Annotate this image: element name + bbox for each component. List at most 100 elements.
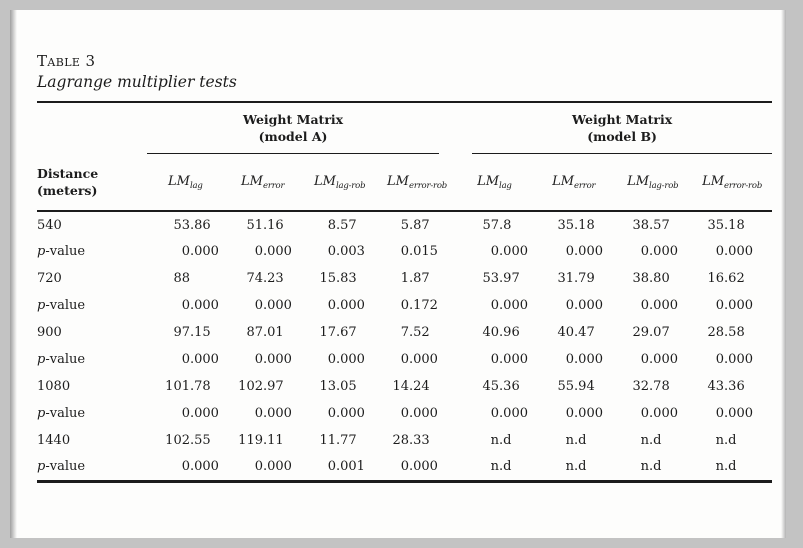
value-cell: 13.05 <box>319 379 357 394</box>
lm-tests-table: Weight Matrix (model A) Weight Matrix (m… <box>37 101 773 483</box>
column-header-lm-error-rob: LMerror-rob <box>366 153 447 212</box>
row-label: p-value <box>37 406 86 421</box>
lm-subscript: error <box>263 181 285 192</box>
group-header-line: (model B) <box>587 128 657 144</box>
corner-cell <box>37 102 147 153</box>
value-cell: 35.18 <box>707 217 745 233</box>
value-cell: 40.47 <box>557 325 595 340</box>
value-cell: 53.97 <box>482 271 520 286</box>
value-cell: 17.67 <box>319 325 357 340</box>
lm-symbol: LM <box>552 174 575 190</box>
value-cell: 38.80 <box>632 271 670 286</box>
value-cell: 28.58 <box>707 325 745 340</box>
distance-row: 1080 101.78 102.97 13.05 14.24 45.36 55.94 32.7… <box>37 373 772 400</box>
distance-row: 900 97.15 87.01 17.67 7.52 40.96 40.47 29.07 28.… <box>37 319 772 346</box>
value-cell: 8.57 <box>327 217 357 233</box>
value-cell: 101.78 <box>165 379 211 394</box>
value-cell: 0.000 <box>565 244 603 259</box>
value-cell: 119.11 <box>238 433 284 448</box>
value-cell: 0.000 <box>400 352 438 367</box>
row-label: 1440 <box>37 433 71 448</box>
scanned-page: Table 3 Lagrange multiplier tests Weight… <box>10 10 786 538</box>
lm-symbol: LM <box>168 174 190 190</box>
value-cell: n.d <box>565 433 587 448</box>
value-cell: 0.000 <box>640 298 678 313</box>
value-cell: 0.000 <box>181 298 219 313</box>
column-header-lm-lag: LMlag <box>472 153 548 212</box>
lm-symbol: LM <box>702 174 725 190</box>
lm-symbol: LM <box>627 174 650 190</box>
group-header-model-a: Weight Matrix (model A) <box>147 102 440 154</box>
lm-subscript: lag <box>190 181 203 192</box>
column-header-lm-error-rob: LMerror-rob <box>697 153 773 212</box>
pvalue-row: p-value 0.000 0.000 0.003 0.015 0.000 0.000 0.0… <box>37 238 772 265</box>
value-cell: 45.36 <box>482 379 520 394</box>
value-cell: 0.000 <box>640 352 678 367</box>
group-header-line: Weight Matrix <box>242 111 344 127</box>
column-header-lm-lag: LMlag <box>147 153 220 212</box>
lm-subscript: lag-rob <box>336 181 366 192</box>
lm-subscript: error <box>574 181 596 192</box>
value-cell: 0.000 <box>715 298 753 313</box>
value-cell: n.d <box>490 459 512 475</box>
value-cell: 57.8 <box>482 217 512 233</box>
value-cell: 0.000 <box>254 459 292 475</box>
distance-row: 1440 102.55 119.11 11.77 28.33 n.d n.d n.d n.d <box>37 427 772 454</box>
group-gap-cell <box>439 211 472 238</box>
stub-header-line: Distance <box>37 165 99 181</box>
value-cell: 0.000 <box>400 459 438 475</box>
value-cell: 0.000 <box>254 352 292 367</box>
value-cell: 87.01 <box>246 325 284 340</box>
group-gap-cell <box>439 346 472 373</box>
value-cell: 28.33 <box>392 433 430 448</box>
value-cell: 0.000 <box>490 244 528 259</box>
group-gap-cell <box>439 102 472 153</box>
distance-row: 540 53.86 51.16 8.57 5.87 57.8 35.18 38.57 35.18 <box>37 211 772 238</box>
value-cell: 0.000 <box>327 406 365 421</box>
value-cell: 0.000 <box>181 459 219 475</box>
value-cell: 0.000 <box>565 406 603 421</box>
value-cell: 43.36 <box>707 379 745 394</box>
value-cell: 31.79 <box>557 271 595 286</box>
stub-header-distance: Distance (meters) <box>37 153 147 212</box>
pvalue-row: p-value 0.000 0.000 0.001 0.000 n.d n.d n.d n.d <box>37 454 772 481</box>
row-label: p-value <box>37 459 86 475</box>
lm-subscript: lag <box>499 181 512 192</box>
value-cell: 0.000 <box>565 352 603 367</box>
value-cell: 0.000 <box>181 352 219 367</box>
group-gap-cell <box>439 427 472 454</box>
value-cell: 1.87 <box>400 271 430 286</box>
value-cell: 0.000 <box>565 298 603 313</box>
value-cell: 53.86 <box>173 217 211 233</box>
value-cell: 0.000 <box>715 406 753 421</box>
pvalue-row: p-value 0.000 0.000 0.000 0.000 0.000 0.000 0.0… <box>37 400 772 427</box>
value-cell: 0.000 <box>640 406 678 421</box>
value-cell: 0.001 <box>327 459 365 475</box>
group-header-line: Weight Matrix <box>571 111 673 127</box>
group-header-line: (model A) <box>258 128 328 144</box>
value-cell: 74.23 <box>246 271 284 286</box>
row-label: p-value <box>37 298 86 313</box>
value-cell: 0.000 <box>254 244 292 259</box>
value-cell: n.d <box>565 459 587 475</box>
pvalue-row: p-value 0.000 0.000 0.000 0.172 0.000 0.000 0.0… <box>37 292 772 319</box>
value-cell: 0.000 <box>715 352 753 367</box>
value-cell: n.d <box>640 459 662 475</box>
column-header-lm-lag-rob: LMlag-rob <box>622 153 698 212</box>
table-title: Lagrange multiplier tests <box>37 73 237 91</box>
row-label: p-value <box>37 244 86 259</box>
value-cell: 0.000 <box>490 352 528 367</box>
value-cell: 0.000 <box>490 298 528 313</box>
lm-symbol: LM <box>477 174 500 190</box>
value-cell: 97.15 <box>173 325 211 340</box>
value-cell: 88 <box>173 271 190 286</box>
value-cell: 0.172 <box>400 298 438 313</box>
lm-subscript: lag-rob <box>649 181 679 192</box>
value-cell: 102.55 <box>165 433 211 448</box>
column-header-row: Distance (meters) LMlag LMerror LMlag-rob L… <box>37 153 773 212</box>
value-cell: 5.87 <box>400 217 430 233</box>
lm-subscript: error-rob <box>409 181 448 192</box>
row-label: 1080 <box>37 379 71 394</box>
value-cell: 16.62 <box>707 271 745 286</box>
value-cell: 0.000 <box>640 244 678 259</box>
